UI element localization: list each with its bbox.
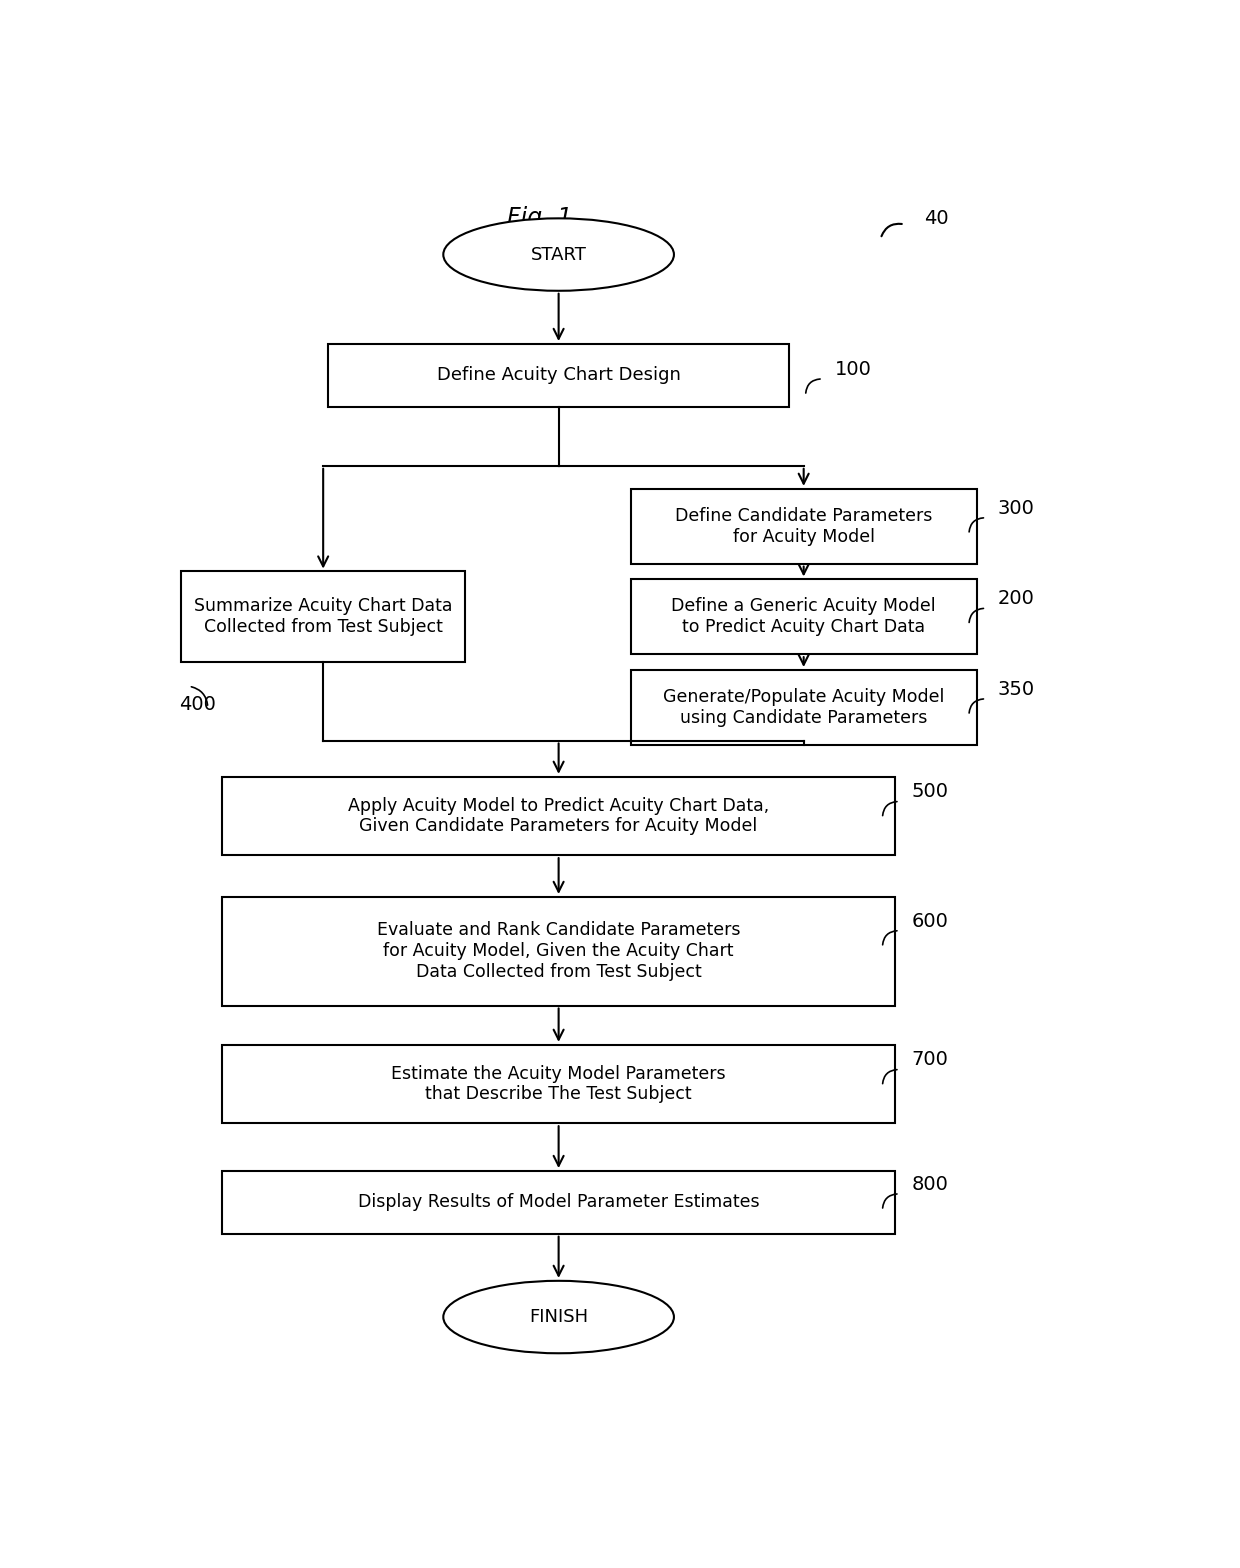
FancyBboxPatch shape (327, 343, 789, 406)
Text: Define a Generic Acuity Model
to Predict Acuity Chart Data: Define a Generic Acuity Model to Predict… (671, 597, 936, 637)
FancyBboxPatch shape (222, 897, 895, 1005)
Text: START: START (531, 246, 587, 263)
Text: 40: 40 (924, 209, 949, 227)
Text: FINISH: FINISH (529, 1308, 588, 1327)
FancyBboxPatch shape (222, 776, 895, 855)
Text: 800: 800 (911, 1174, 949, 1193)
Text: Display Results of Model Parameter Estimates: Display Results of Model Parameter Estim… (358, 1193, 759, 1212)
FancyBboxPatch shape (222, 1171, 895, 1234)
FancyBboxPatch shape (631, 489, 977, 563)
Text: Estimate the Acuity Model Parameters
that Describe The Test Subject: Estimate the Acuity Model Parameters tha… (392, 1065, 725, 1104)
FancyBboxPatch shape (181, 571, 465, 662)
Ellipse shape (444, 1281, 675, 1353)
Text: 200: 200 (998, 590, 1034, 608)
FancyBboxPatch shape (222, 1044, 895, 1123)
Text: 600: 600 (911, 911, 949, 930)
Text: Generate/Populate Acuity Model
using Candidate Parameters: Generate/Populate Acuity Model using Can… (663, 688, 945, 726)
Text: 100: 100 (835, 359, 872, 379)
Text: Define Acuity Chart Design: Define Acuity Chart Design (436, 367, 681, 384)
Text: Define Candidate Parameters
for Acuity Model: Define Candidate Parameters for Acuity M… (675, 506, 932, 546)
Text: Apply Acuity Model to Predict Acuity Chart Data,
Given Candidate Parameters for : Apply Acuity Model to Predict Acuity Cha… (348, 797, 769, 836)
Text: Evaluate and Rank Candidate Parameters
for Acuity Model, Given the Acuity Chart
: Evaluate and Rank Candidate Parameters f… (377, 922, 740, 982)
Text: 300: 300 (998, 499, 1034, 517)
Text: 500: 500 (911, 782, 949, 801)
Text: 350: 350 (998, 679, 1035, 699)
FancyBboxPatch shape (631, 579, 977, 654)
Text: Summarize Acuity Chart Data
Collected from Test Subject: Summarize Acuity Chart Data Collected fr… (193, 597, 453, 637)
Ellipse shape (444, 218, 675, 290)
Text: 400: 400 (179, 695, 216, 713)
Text: 700: 700 (911, 1051, 949, 1069)
Text: Fig. 1: Fig. 1 (507, 207, 572, 230)
FancyBboxPatch shape (631, 670, 977, 745)
